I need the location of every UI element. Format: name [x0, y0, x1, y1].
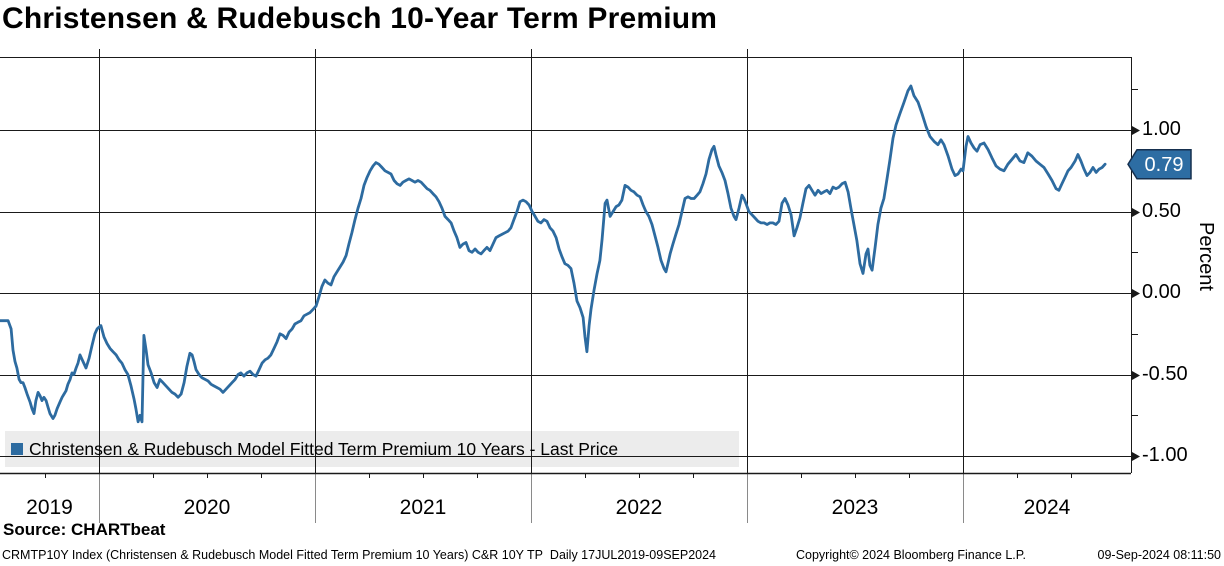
- chart-title: Christensen & Rudebusch 10-Year Term Pre…: [2, 2, 718, 35]
- chart-graphics: [0, 49, 1192, 523]
- x-tick-label: 2022: [615, 496, 663, 519]
- x-tick-label: 2021: [399, 496, 447, 519]
- x-tick-label: 2020: [183, 496, 231, 519]
- x-tick-label: 2023: [831, 496, 879, 519]
- x-tick-label: 2024: [1023, 496, 1071, 519]
- source-line: Source: CHARTbeat: [3, 520, 166, 539]
- y-tick-label: -0.50: [1142, 362, 1188, 385]
- legend: Christensen & Rudebusch Model Fitted Ter…: [5, 431, 739, 467]
- last-price-badge-text: 0.79: [1145, 154, 1184, 176]
- footer-security-info: CRMTP10Y Index (Christensen & Rudebusch …: [2, 548, 717, 562]
- legend-swatch-icon: [11, 443, 23, 455]
- footer-timestamp: 09-Sep-2024 08:11:50: [1097, 548, 1221, 562]
- y-axis-title: Percent: [1195, 222, 1217, 291]
- x-tick-label: 2019: [26, 496, 73, 519]
- legend-label: Christensen & Rudebusch Model Fitted Ter…: [29, 438, 619, 459]
- y-tick-label: 0.50: [1142, 199, 1181, 222]
- y-tick-label: 0.00: [1142, 281, 1181, 303]
- y-tick-label: -1.00: [1142, 444, 1188, 466]
- footer-copyright: Copyright© 2024 Bloomberg Finance L.P.: [796, 548, 1026, 562]
- y-tick-label: 1.00: [1142, 118, 1181, 140]
- x-axis-labels: 2019 2020 2021 2022 2023 2024: [0, 496, 1224, 522]
